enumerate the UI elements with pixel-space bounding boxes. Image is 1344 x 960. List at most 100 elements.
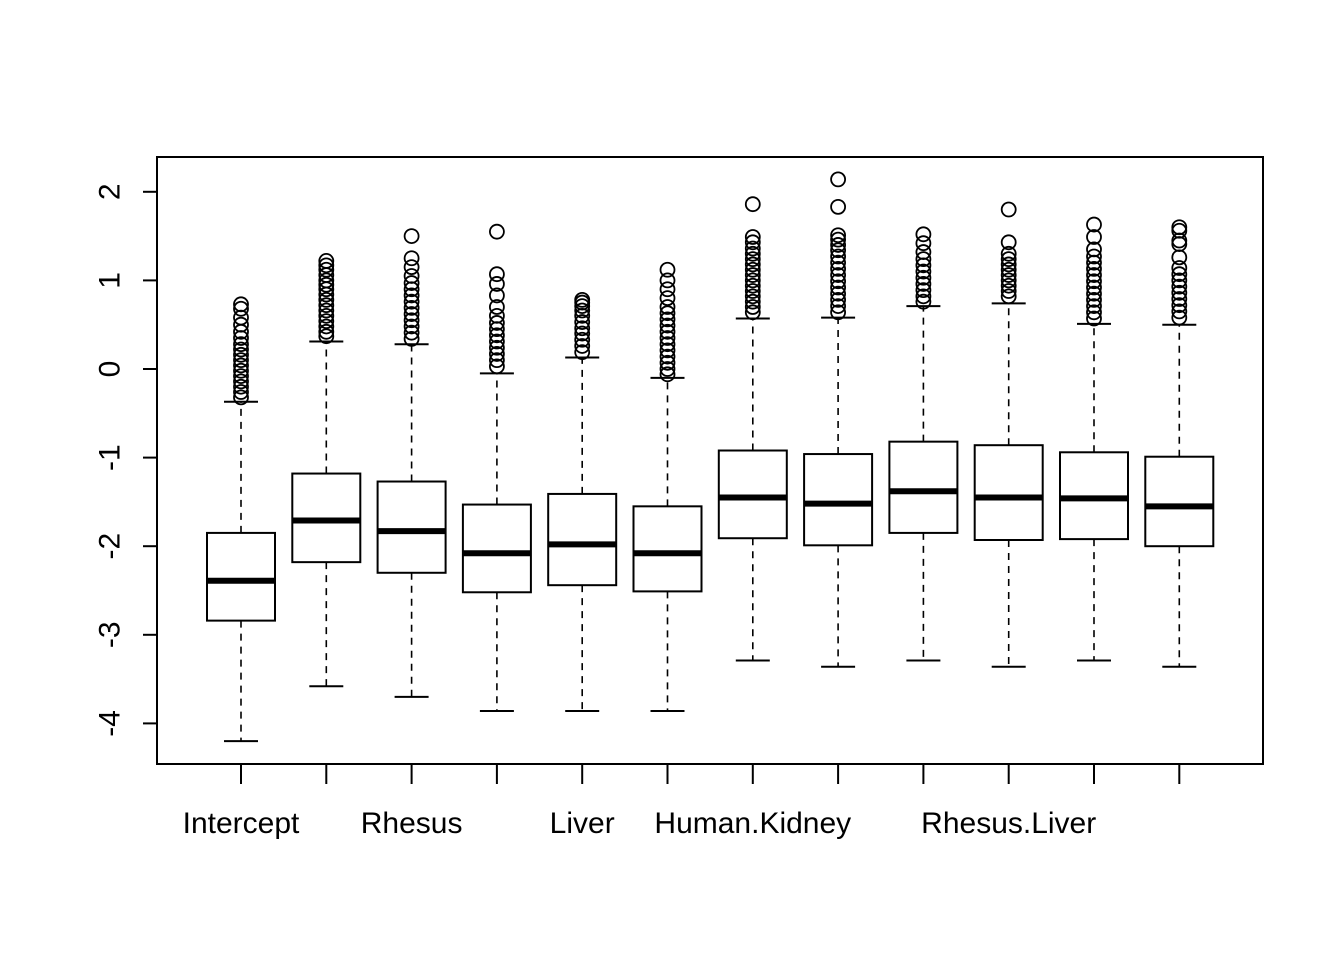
outlier-point [1086,310,1102,327]
outlier-point [830,285,846,302]
box-group [376,228,447,698]
box-group [717,196,788,662]
outlier-point [1000,234,1017,251]
outlier-point [233,389,249,406]
outlier-point [233,330,249,346]
outlier-point [1171,272,1188,289]
outlier-point [403,259,420,276]
iqr-box [1144,455,1215,548]
outlier-point [915,235,932,252]
box-group [547,291,618,712]
outlier-point [1086,298,1102,314]
y-tick-label: 2 [94,183,127,200]
outlier-point [488,358,505,375]
outlier-point [744,267,761,283]
outlier-point [659,281,676,298]
outlier-point [1171,232,1188,249]
box-group [461,223,532,712]
outlier-point [830,273,846,290]
outlier-point [830,298,846,314]
outlier-point [233,368,249,384]
outlier-point [830,260,846,277]
outlier-point [1086,304,1102,321]
outlier-point [574,298,591,314]
outlier-point [659,342,676,359]
outlier-point [403,312,420,329]
outlier-point [744,251,761,268]
outlier-point [403,275,420,291]
outlier-point [1171,278,1188,295]
outlier-point [488,276,505,292]
outlier-point [574,302,591,319]
outlier-point [659,336,676,353]
outlier-point [659,311,676,328]
outlier-point [915,226,932,243]
category-label: Intercept [183,807,300,840]
outlier-point [830,231,846,248]
iqr-box [973,444,1044,541]
outlier-point [318,323,335,340]
outlier-point [233,300,249,317]
outlier-point [488,315,505,331]
outlier-point [1171,236,1188,252]
outlier-point [1086,248,1102,265]
outlier-point [574,307,591,324]
outlier-point [488,299,505,315]
y-tick-label: -1 [94,444,127,471]
outlier-point [318,261,335,278]
outlier-point [318,257,335,274]
outlier-point [403,287,420,304]
outlier-point [488,327,505,344]
outlier-point [403,330,420,347]
outlier-point [1086,285,1102,302]
iqr-box [206,531,276,622]
outlier-point [574,314,591,330]
box-group [803,171,874,668]
y-axis: -4 -3 -2 -1 0 1 2 [94,183,158,737]
outlier-point [1000,288,1017,305]
outlier-point [1086,229,1102,245]
outlier-point [1171,284,1188,301]
iqr-box [717,449,788,540]
outlier-point [744,299,761,315]
outlier-point [574,344,591,361]
outlier-point [744,293,761,310]
outlier-point [744,272,761,289]
outlier-point [915,263,932,280]
outlier-point [1086,273,1102,290]
outlier-point [915,269,932,286]
outlier-point [403,293,420,310]
outlier-point [1000,256,1017,273]
outlier-point [830,237,846,253]
outlier-point [403,281,420,298]
outlier-point [233,357,249,374]
iqr-box [803,453,874,547]
outlier-point [488,287,505,304]
outlier-point [488,223,505,240]
box-group [888,226,959,662]
outlier-point [574,338,591,354]
iqr-box [376,480,447,574]
box-group [1144,219,1215,668]
box-group [973,201,1044,668]
outlier-point [574,325,591,342]
outlier-point [488,346,505,362]
outlier-point [1086,216,1102,233]
outlier-point [1086,291,1102,308]
outlier-point [488,321,505,338]
outlier-point [1000,251,1017,268]
outlier-point [233,373,249,390]
outlier-point [233,384,249,400]
outlier-point [403,299,420,316]
outlier-point [744,234,761,251]
box-group [291,253,362,688]
boxes [206,171,1215,743]
outlier-point [1171,249,1188,266]
outlier-point [744,196,761,213]
outlier-point [659,330,676,346]
outlier-point [744,288,761,305]
outlier-point [659,290,676,307]
box-group [1059,216,1129,662]
outlier-point [659,323,676,340]
outlier-point [1171,219,1188,236]
